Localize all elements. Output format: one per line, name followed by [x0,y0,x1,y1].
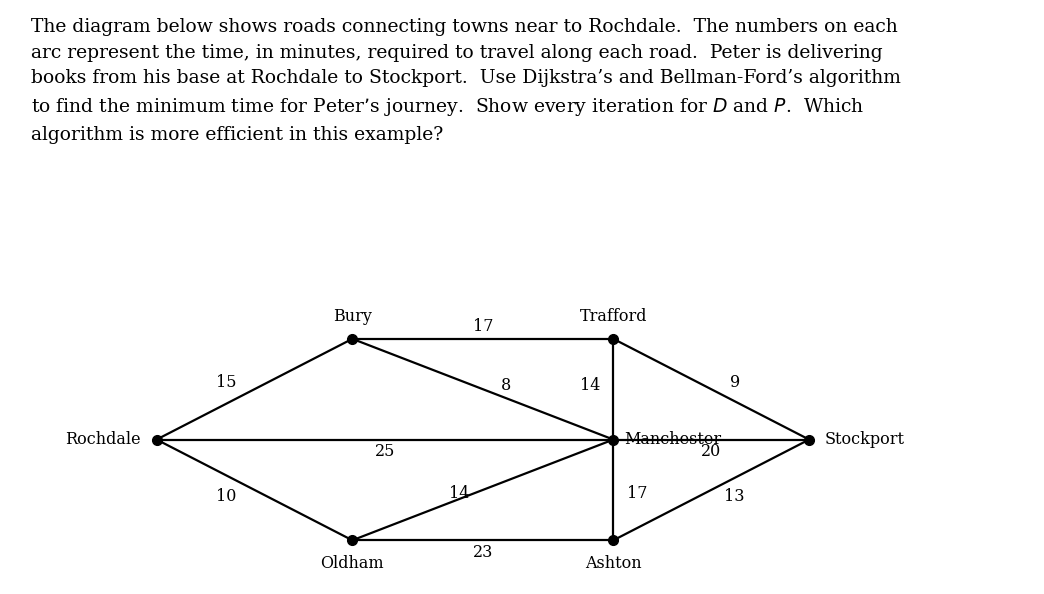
Text: 10: 10 [215,488,236,505]
Text: 25: 25 [375,443,396,460]
Text: 14: 14 [579,377,600,394]
Text: Bury: Bury [333,308,372,326]
Text: 17: 17 [473,318,493,335]
Text: Ashton: Ashton [585,555,642,572]
Text: 15: 15 [215,374,236,391]
Text: Stockport: Stockport [825,431,905,448]
Text: 13: 13 [725,488,745,505]
Text: Rochdale: Rochdale [66,431,141,448]
Text: 8: 8 [501,377,512,394]
Text: 17: 17 [626,485,647,503]
Text: Manchester: Manchester [623,431,721,448]
Text: Trafford: Trafford [579,308,647,326]
Text: 20: 20 [702,443,721,460]
Text: The diagram below shows roads connecting towns near to Rochdale.  The numbers on: The diagram below shows roads connecting… [31,18,901,144]
Text: 9: 9 [730,374,740,391]
Text: Oldham: Oldham [321,555,384,572]
Text: 14: 14 [449,485,470,503]
Text: 23: 23 [473,544,493,561]
